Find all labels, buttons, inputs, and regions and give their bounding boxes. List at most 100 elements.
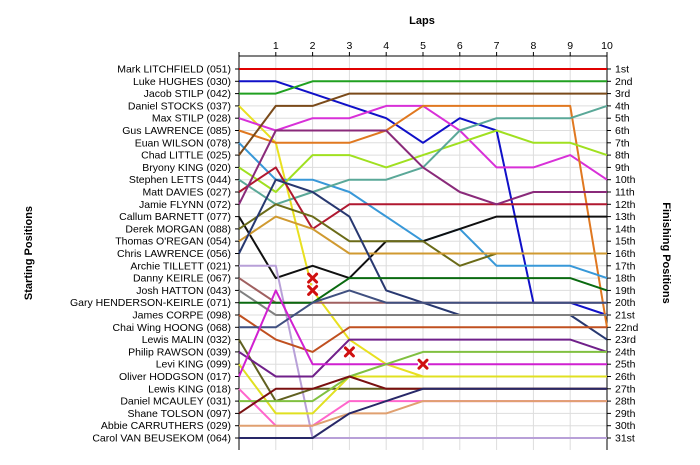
finishing-label-20th: 20th [615,297,636,309]
driver-label: James CORPE (098) [132,310,231,322]
driver-label: Danny KEIRLE (067) [133,273,231,285]
driver-label: Euan WILSON (078) [135,137,231,149]
series-line [238,104,608,328]
finishing-label-14th: 14th [615,223,636,235]
finishing-label-17th: 17th [615,260,636,272]
series-line [239,289,607,329]
finishing-label-18th: 18th [615,273,636,285]
retirement-marker [307,284,319,296]
driver-label: Max STILP (028) [152,113,231,125]
finishing-label-25th: 25th [615,359,636,371]
driver-label: Gary HENDERSON-KEIRLE (071) [70,297,231,309]
finishing-label-2nd: 2nd [615,76,633,88]
driver-label: Chad LITTLE (025) [141,150,231,162]
lap-label-2: 2 [310,40,316,52]
driver-label: Josh HATTON (043) [136,285,231,297]
finishing-label-22nd: 22nd [615,322,639,334]
series-line [239,80,607,95]
driver-label: Daniel STOCKS (037) [128,100,231,112]
lap-label-4: 4 [383,40,389,52]
finishing-label-15th: 15th [615,236,636,248]
finishing-label-3rd: 3rd [615,88,630,100]
finishing-label-8th: 8th [615,150,630,162]
finishing-label-4th: 4th [615,100,630,112]
finishing-label-1st: 1st [615,64,629,76]
series-line [239,387,607,439]
finishing-label-5th: 5th [615,113,630,125]
driver-label: Lewis MALIN (032) [142,334,231,346]
driver-label: Gus LAWRENCE (085) [122,125,231,137]
series-line [238,92,607,156]
series-line [238,363,607,415]
finishing-label-21st: 21st [615,310,635,322]
lap-tick-labels: 1 2 3 4 5 6 7 8 9 10 [273,40,613,52]
driver-label: Derek MORGAN (088) [125,223,231,235]
driver-label: Jamie FLYNN (072) [139,199,231,211]
lap-label-7: 7 [494,40,500,52]
series-line [238,338,608,378]
finishing-position-labels: 1st2nd3rd4th5th6th7th8th9th10th11th12th1… [615,64,639,445]
finishing-label-30th: 30th [615,420,636,432]
axes [235,52,611,450]
finishing-label-24th: 24th [615,346,636,358]
series-lines [238,68,608,439]
series-line [238,129,608,193]
driver-label: Lewis KING (018) [148,383,231,395]
right-axis-title: Finishing Positions [660,202,672,303]
finishing-label-16th: 16th [615,248,636,260]
driver-label: Levi KING (099) [156,359,231,371]
series-line [239,400,607,427]
driver-label: Bryony KING (020) [142,162,231,174]
retirement-marker [307,272,319,284]
lap-label-1: 1 [273,40,279,52]
lap-label-3: 3 [346,40,352,52]
driver-label: Philip RAWSON (039) [128,346,231,358]
series-line [239,350,607,403]
starting-position-labels: Mark LITCHFIELD (051)Luke HUGHES (030)Ja… [70,64,231,445]
finishing-label-28th: 28th [615,396,636,408]
driver-label: Carol VAN BEUSEKOM (064) [92,433,231,445]
finishing-label-27th: 27th [615,383,636,395]
driver-label: Oliver HODGSON (017) [119,371,231,383]
finishing-label-6th: 6th [615,125,630,137]
driver-label: Stephen LETTS (044) [129,174,231,186]
driver-label: Callum BARNETT (077) [119,211,231,223]
driver-label: Chris LAWRENCE (056) [117,248,231,260]
driver-label: Luke HUGHES (030) [133,76,231,88]
retirement-marker [343,346,355,358]
finishing-label-11th: 11th [615,187,635,199]
chart-title: Laps [409,15,435,27]
series-line [238,314,607,353]
finishing-label-26th: 26th [615,371,636,383]
driver-label: Shane TOLSON (097) [127,408,231,420]
driver-label: Abbie CARRUTHERS (029) [101,420,231,432]
retirement-markers [307,272,429,370]
lap-label-9: 9 [567,40,573,52]
left-axis-title: Starting Positions [23,206,35,300]
series-line [238,166,607,230]
finishing-label-29th: 29th [615,408,636,420]
finishing-label-19th: 19th [615,285,636,297]
series-line [238,215,607,255]
lap-label-10: 10 [601,40,613,52]
finishing-label-13th: 13th [615,211,636,223]
lap-label-6: 6 [457,40,463,52]
finishing-label-12th: 12th [615,199,636,211]
finishing-label-9th: 9th [615,162,630,174]
retirement-marker [417,358,429,370]
lap-label-5: 5 [420,40,426,52]
series-line [239,277,608,304]
finishing-label-31st: 31st [615,433,635,445]
driver-label: Thomas O'REGAN (054) [115,236,231,248]
driver-label: Matt DAVIES (027) [142,187,231,199]
series-line [238,289,607,316]
series-line [239,264,607,439]
driver-label: Mark LITCHFIELD (051) [117,64,231,76]
driver-label: Jacob STILP (042) [144,88,231,100]
series-line [238,129,607,206]
driver-label: Archie TILLETT (021) [130,260,231,272]
finishing-label-23rd: 23rd [615,334,636,346]
finishing-label-10th: 10th [615,174,636,186]
driver-label: Daniel MCAULEY (031) [120,396,231,408]
